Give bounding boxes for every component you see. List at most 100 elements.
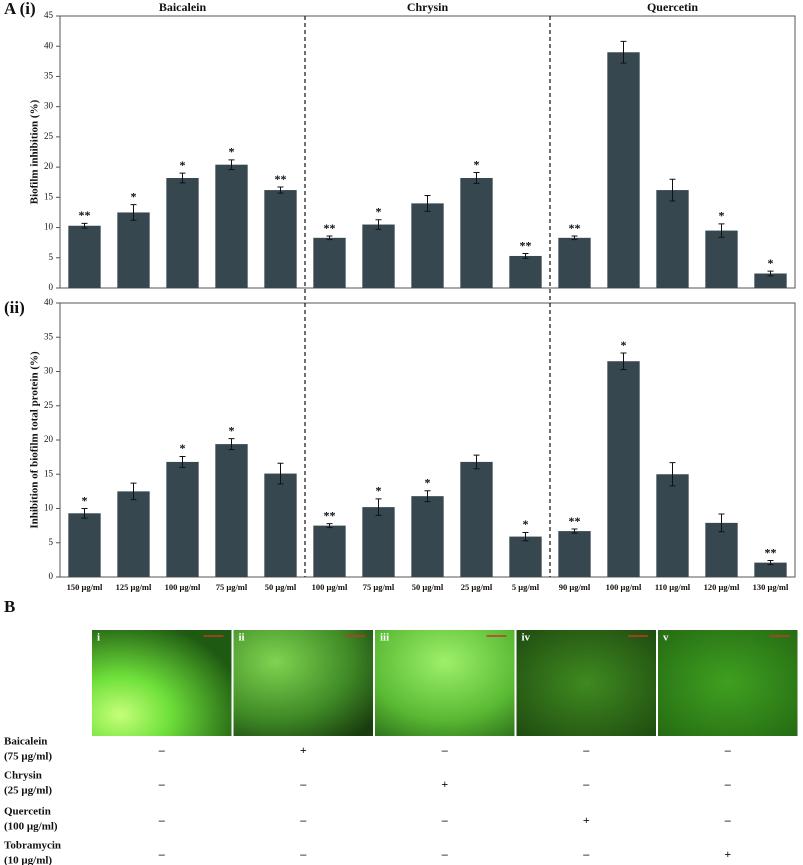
significance-label: * — [474, 157, 480, 171]
y-tick-label: 40 — [44, 297, 54, 307]
error-bar — [571, 528, 578, 534]
x-tick-label: 90 μg/ml — [559, 582, 591, 592]
group-title: Baicalein — [159, 0, 207, 14]
bar — [166, 177, 199, 288]
bar — [215, 444, 248, 577]
image-label: iii — [380, 632, 389, 644]
y-tick-label: 40 — [44, 40, 54, 50]
significance-label: * — [229, 423, 235, 437]
treatment-sign: – — [724, 777, 732, 791]
error-bar — [277, 186, 284, 194]
y-tick-label: 10 — [44, 222, 54, 232]
x-tick-label: 100 μg/ml — [312, 582, 348, 592]
treatment-sign: – — [724, 743, 732, 757]
significance-label: ** — [79, 208, 91, 222]
treatment-sign: – — [299, 777, 307, 791]
treatment-sign: – — [158, 813, 166, 827]
treatment-sign: + — [583, 813, 590, 827]
x-tick-label: 5 μg/ml — [512, 582, 540, 592]
micrograph — [658, 630, 798, 736]
x-tick-label: 25 μg/ml — [461, 582, 493, 592]
bar — [460, 177, 493, 288]
error-bar — [228, 159, 235, 171]
x-tick-label: 120 μg/ml — [704, 582, 740, 592]
x-tick-label: 150 μg/ml — [67, 582, 103, 592]
bar — [264, 190, 297, 288]
significance-label: * — [425, 475, 431, 489]
image-label: v — [663, 632, 669, 644]
error-bar — [81, 222, 88, 229]
error-bar — [326, 235, 333, 241]
treatment-sign: + — [724, 847, 731, 861]
error-bar — [620, 40, 627, 64]
significance-label: * — [131, 189, 137, 203]
bar — [362, 507, 395, 577]
bar — [411, 203, 444, 288]
y-tick-label: 25 — [44, 131, 54, 141]
y-tick-label: 5 — [49, 537, 54, 547]
bar — [754, 273, 787, 288]
error-bar — [228, 438, 235, 451]
bar — [656, 190, 689, 288]
treatment-sign: – — [441, 813, 449, 827]
y-tick-label: 20 — [44, 434, 54, 444]
row-label: Baicalein — [4, 736, 47, 748]
significance-label: ** — [569, 514, 581, 528]
treatment-sign: – — [299, 813, 307, 827]
error-bar — [326, 523, 333, 529]
treatment-sign: – — [299, 847, 307, 861]
panel-label: (ii) — [4, 298, 25, 317]
error-bar — [718, 223, 725, 238]
y-tick-label: 35 — [44, 331, 54, 341]
significance-label: ** — [569, 221, 581, 235]
error-bar — [669, 462, 676, 487]
significance-label: * — [229, 145, 235, 159]
error-bar — [522, 531, 529, 542]
error-bar — [179, 455, 186, 468]
bar — [460, 461, 493, 577]
error-bar — [571, 235, 578, 241]
treatment-sign: + — [441, 777, 448, 791]
error-bar — [620, 352, 627, 370]
row-dose: (75 μg/ml) — [4, 751, 52, 763]
error-bar — [81, 508, 88, 519]
significance-label: * — [719, 209, 725, 223]
error-bar — [130, 204, 137, 221]
significance-label: * — [376, 204, 382, 218]
error-bar — [767, 270, 774, 277]
bar — [117, 491, 150, 577]
bar — [313, 525, 346, 577]
x-tick-label: 100 μg/ml — [606, 582, 642, 592]
y-tick-label: 0 — [49, 282, 54, 292]
x-tick-label: 50 μg/ml — [265, 582, 297, 592]
y-tick-label: 20 — [44, 161, 54, 171]
panel-label: A (i) — [4, 0, 36, 18]
y-axis-label: Inhibition of biofilm total protein (%) — [29, 351, 41, 529]
group-title: Quercetin — [647, 0, 698, 14]
x-tick-label: 75 μg/ml — [363, 582, 395, 592]
bar — [754, 562, 787, 577]
row-label: Chrysin — [4, 770, 42, 782]
treatment-sign: – — [582, 777, 590, 791]
bar — [215, 164, 248, 288]
error-bar — [375, 219, 382, 230]
error-bar — [179, 172, 186, 184]
error-bar — [473, 172, 480, 184]
error-bar — [130, 482, 137, 501]
y-tick-label: 45 — [44, 10, 54, 20]
x-tick-label: 125 μg/ml — [116, 582, 152, 592]
bar — [656, 474, 689, 577]
error-bar — [522, 253, 529, 259]
significance-label: * — [82, 493, 88, 507]
treatment-sign: + — [300, 743, 307, 757]
y-tick-label: 30 — [44, 366, 54, 376]
x-tick-label: 75 μg/ml — [216, 582, 248, 592]
error-bar — [424, 195, 431, 212]
bar — [558, 237, 591, 288]
y-tick-label: 5 — [49, 252, 54, 262]
significance-label: ** — [324, 508, 336, 522]
x-tick-label: 130 μg/ml — [753, 582, 789, 592]
error-bar — [473, 454, 480, 470]
row-dose: (25 μg/ml) — [4, 785, 52, 797]
treatment-sign: – — [724, 813, 732, 827]
